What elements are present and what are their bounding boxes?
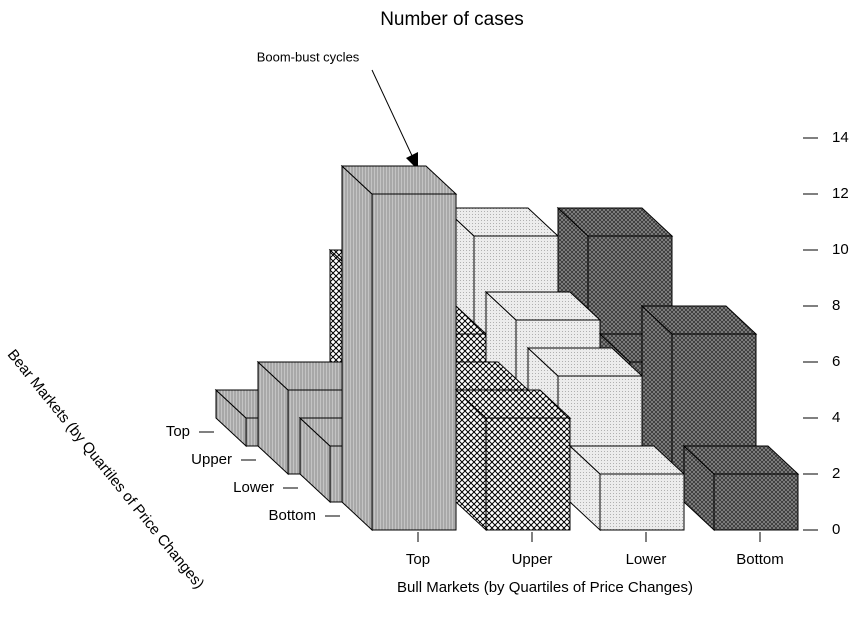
z-tick-label: 8 bbox=[832, 297, 840, 314]
bar-front bbox=[485, 417, 571, 531]
depth-tick-label: Upper bbox=[191, 451, 232, 468]
depth-axis-title: Bear Markets (by Quartiles of Price Chan… bbox=[4, 346, 208, 592]
z-tick-label: 10 bbox=[832, 241, 849, 258]
z-tick-label: 0 bbox=[832, 521, 840, 538]
z-tick-label: 12 bbox=[832, 185, 849, 202]
bar-side bbox=[341, 164, 373, 532]
bar-front bbox=[713, 473, 799, 531]
bars bbox=[214, 164, 800, 532]
depth-tick-label: Top bbox=[166, 423, 190, 440]
depth-tick-label: Bottom bbox=[268, 507, 316, 524]
bar-front bbox=[599, 473, 685, 531]
x-tick-label: Top bbox=[406, 551, 430, 568]
x-tick-label: Lower bbox=[626, 551, 667, 568]
annotation-arrow bbox=[371, 69, 415, 161]
x-tick-label: Upper bbox=[512, 551, 553, 568]
x-tick-label: Bottom bbox=[736, 551, 784, 568]
z-tick-label: 14 bbox=[832, 129, 849, 146]
bar-front bbox=[371, 193, 457, 531]
depth-tick-label: Lower bbox=[233, 479, 274, 496]
x-axis-title: Bull Markets (by Quartiles of Price Chan… bbox=[397, 579, 693, 596]
z-tick-label: 2 bbox=[832, 465, 840, 482]
z-tick-label: 6 bbox=[832, 353, 840, 370]
z-tick-label: 4 bbox=[832, 409, 840, 426]
chart-title: Number of cases bbox=[380, 9, 524, 30]
annotation: Boom-bust cycles bbox=[257, 49, 360, 64]
